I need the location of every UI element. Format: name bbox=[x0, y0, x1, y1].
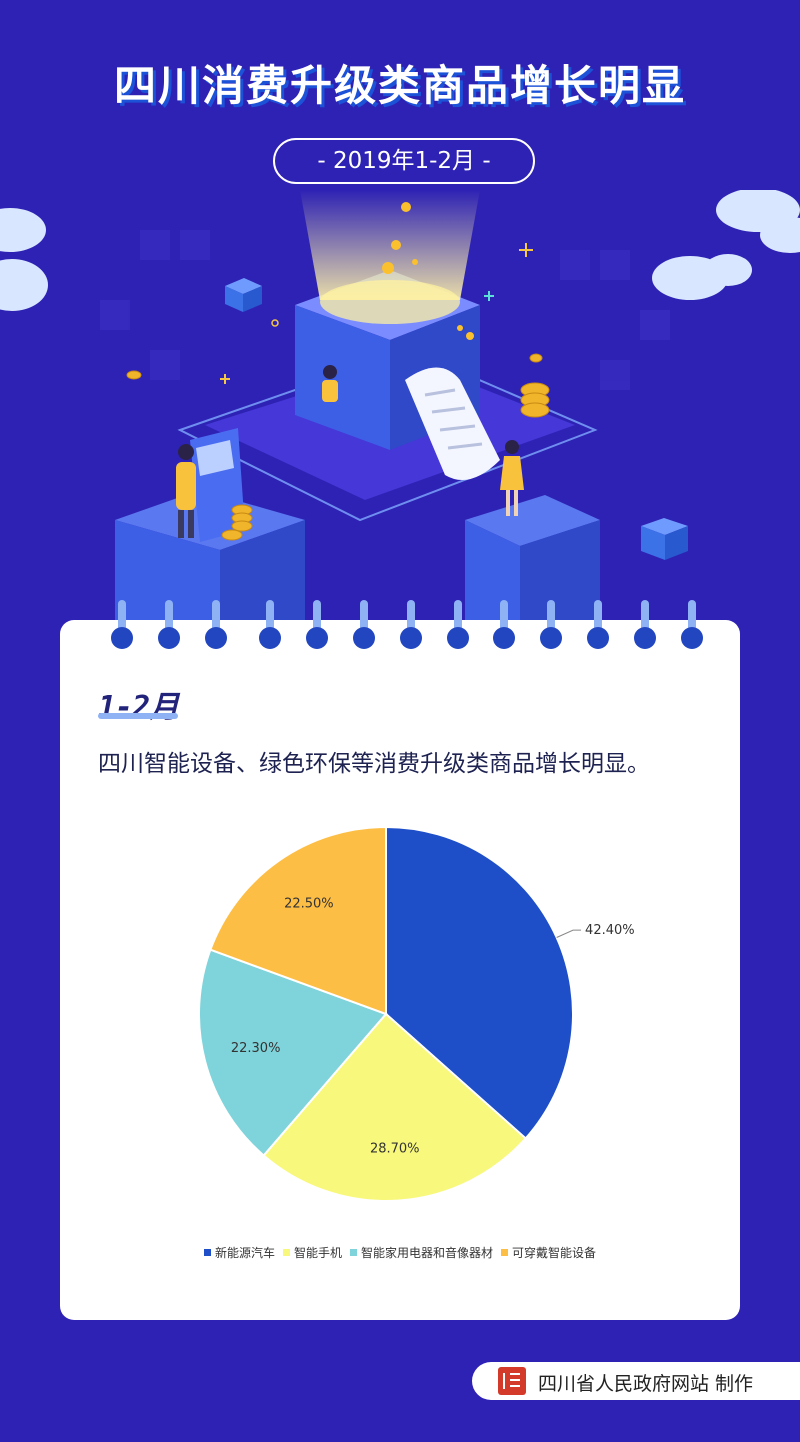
binder-ring bbox=[633, 600, 657, 652]
legend-swatch bbox=[203, 1249, 211, 1256]
chart-legend: 新能源汽车 智能手机 智能家用电器和音像器材 可穿戴智能设备 bbox=[60, 1244, 740, 1261]
binder-ring bbox=[446, 600, 470, 652]
legend-swatch bbox=[350, 1249, 357, 1256]
seated-person-figure bbox=[315, 365, 345, 408]
cloud-left bbox=[0, 208, 48, 311]
binder-ring bbox=[586, 600, 610, 652]
floating-coins bbox=[382, 202, 474, 340]
legend-item: 新能源汽车 bbox=[203, 1244, 275, 1261]
atm-machine bbox=[190, 428, 245, 542]
legend-label: 智能家用电器和音像器材 bbox=[361, 1246, 494, 1260]
data-label: 42.40% bbox=[585, 923, 635, 938]
binder-ring bbox=[352, 600, 376, 652]
data-label-leader bbox=[556, 929, 582, 938]
legend-label: 新能源汽车 bbox=[214, 1246, 275, 1260]
section-underline bbox=[98, 713, 178, 719]
floating-cubes bbox=[225, 278, 688, 560]
woman-figure bbox=[500, 440, 524, 516]
binder-ring bbox=[680, 600, 704, 652]
data-label: 28.70% bbox=[370, 1141, 420, 1156]
credit-text: 四川省人民政府网站 制作 bbox=[538, 1373, 754, 1395]
legend-item: 智能手机 bbox=[282, 1244, 342, 1261]
hero-illustration bbox=[0, 190, 800, 630]
pie-chart: 42.40% 28.70% 22.30% 22.50% bbox=[198, 825, 635, 1202]
binder-ring bbox=[539, 600, 563, 652]
binder-ring bbox=[204, 600, 228, 652]
right-tower bbox=[465, 495, 600, 546]
cloud-right bbox=[652, 190, 800, 300]
pie-slice bbox=[209, 825, 387, 1016]
legend-label: 可穿戴智能设备 bbox=[512, 1246, 597, 1260]
data-label: 22.50% bbox=[284, 897, 334, 912]
page-title: 四川消费升级类商品增长明显 bbox=[113, 61, 686, 110]
binder-ring bbox=[157, 600, 181, 652]
section-label: 1-2月 bbox=[98, 690, 179, 725]
data-label: 22.30% bbox=[231, 1041, 281, 1056]
date-badge: - 2019年1-2月 - bbox=[273, 138, 535, 184]
credit-badge: 四川省人民政府网站 制作 bbox=[472, 1362, 800, 1400]
person-at-atm-figure bbox=[176, 444, 196, 538]
binder-ring bbox=[110, 600, 134, 652]
pie-slice bbox=[385, 825, 574, 1140]
legend-swatch bbox=[282, 1249, 290, 1256]
pie-slice bbox=[198, 948, 388, 1157]
legend-item: 可穿戴智能设备 bbox=[501, 1244, 596, 1261]
grid-pattern bbox=[100, 230, 670, 390]
sparkle-icons bbox=[220, 243, 533, 384]
binder-ring bbox=[258, 600, 282, 652]
legend-item: 智能家用电器和音像器材 bbox=[350, 1244, 493, 1261]
chart-description: 四川智能设备、绿色环保等消费升级类商品增长明显。 bbox=[98, 751, 650, 777]
pie-slice bbox=[262, 1012, 528, 1202]
seal-logo-icon bbox=[498, 1367, 526, 1395]
coin-stacks bbox=[126, 353, 550, 541]
binder-ring bbox=[305, 600, 329, 652]
binder-ring bbox=[399, 600, 423, 652]
legend-swatch bbox=[501, 1249, 509, 1256]
binder-ring bbox=[492, 600, 516, 652]
legend-label: 智能手机 bbox=[293, 1246, 342, 1260]
